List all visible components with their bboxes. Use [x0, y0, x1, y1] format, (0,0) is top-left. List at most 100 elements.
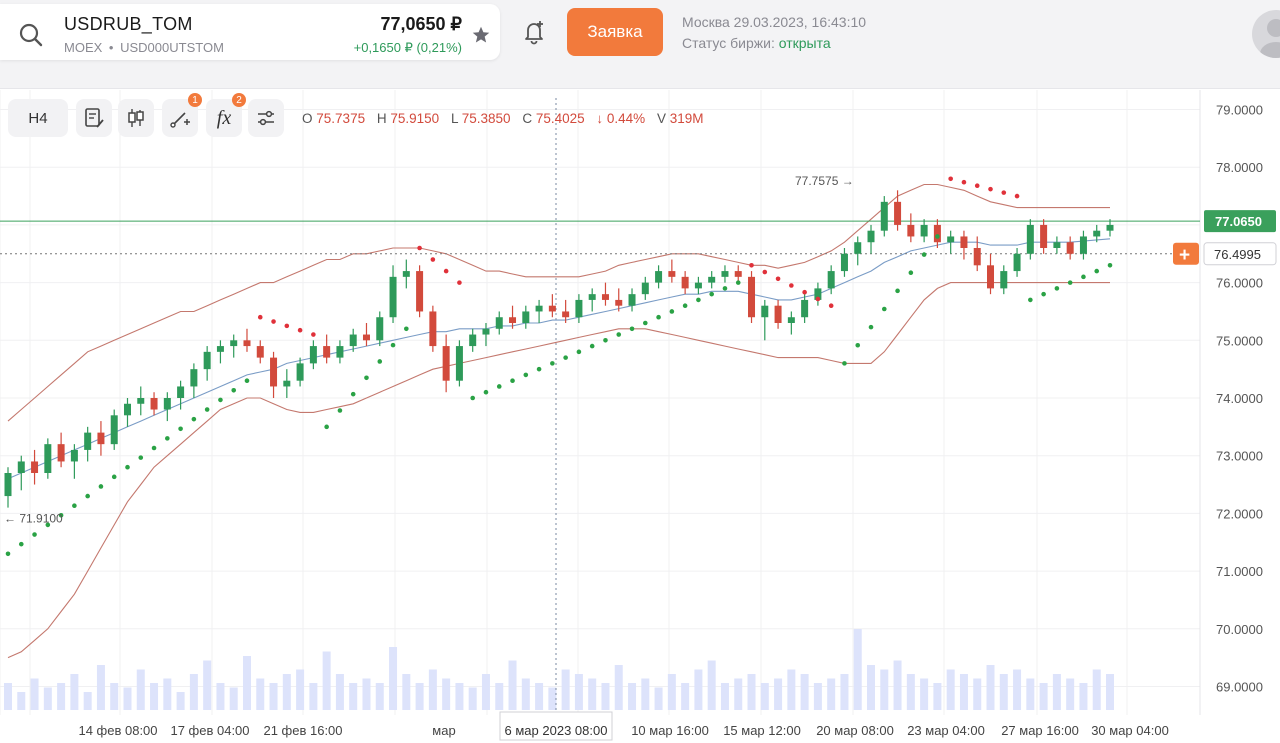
- candle-body-up: [1000, 271, 1008, 289]
- volume-bar: [774, 678, 783, 710]
- top-bar: USDRUB_TOM MOEX • USD000UTSTOM 77,0650 ₽…: [0, 0, 1280, 89]
- indicators-button[interactable]: fx 2: [206, 93, 246, 137]
- candle-body-up: [535, 305, 543, 312]
- psar-dot: [443, 268, 449, 274]
- volume-bar: [601, 683, 610, 710]
- candle-body-up: [920, 224, 928, 237]
- volume-bar: [946, 669, 955, 710]
- chart-notes-button[interactable]: [76, 99, 112, 137]
- avatar[interactable]: [1252, 10, 1280, 58]
- psar-dot: [483, 389, 489, 395]
- note-edit-icon: [85, 108, 104, 128]
- psar-dot: [470, 395, 475, 401]
- candle-body-up: [495, 317, 503, 329]
- psar-dot: [5, 551, 11, 557]
- psar-dot: [178, 426, 183, 432]
- volume-bar: [933, 683, 942, 710]
- psar-dot: [908, 270, 914, 276]
- psar-dot: [18, 541, 24, 547]
- candle-body-down: [894, 201, 902, 225]
- candle-body-down: [31, 461, 39, 473]
- volume-bar: [760, 683, 769, 710]
- volume-bar: [867, 665, 876, 710]
- volume-bar: [1052, 674, 1061, 710]
- volume-bar: [30, 678, 39, 710]
- psar-dot: [138, 455, 144, 460]
- psar-dot: [45, 522, 51, 528]
- candle-body-up: [814, 288, 822, 300]
- timeframe-button[interactable]: H4: [8, 99, 68, 137]
- psar-dot: [523, 372, 529, 378]
- candle-body-up: [123, 403, 131, 416]
- candle-body-up: [880, 201, 888, 231]
- volume-bar: [574, 674, 583, 710]
- crosshair-price-tag-label: 76.4995: [1214, 247, 1261, 262]
- psar-dot: [204, 407, 210, 412]
- market-status: Москва 29.03.2023, 16:43:10 Статус биржи…: [682, 12, 866, 54]
- candle-body-up: [402, 271, 410, 277]
- candle-body-down: [429, 311, 437, 347]
- ohlc-legend: O 75.7375 H 75.9150 L 75.3850 C 75.4025 …: [302, 111, 712, 126]
- candle-body-down: [973, 248, 981, 266]
- high-value: 75.9150: [390, 111, 440, 126]
- drawing-tools-button[interactable]: 1: [162, 93, 202, 137]
- candle-body-down: [960, 236, 968, 248]
- star-icon[interactable]: [470, 24, 492, 46]
- volume-bar: [641, 678, 650, 710]
- search-icon[interactable]: [18, 22, 44, 48]
- psar-dot: [32, 532, 37, 537]
- chart-type-button[interactable]: [118, 99, 154, 137]
- x-axis-tick-label: 17 фев 04:00: [170, 723, 249, 738]
- volume-bar: [853, 629, 862, 710]
- psar-dot: [1001, 190, 1007, 195]
- psar-dot: [536, 366, 542, 372]
- volume-bar: [906, 674, 915, 710]
- y-axis-tick-label: 78.0000: [1216, 160, 1263, 175]
- volume-bar: [707, 660, 716, 710]
- candle-body-up: [349, 334, 357, 347]
- volume-bar: [481, 674, 490, 710]
- candle-body-down: [150, 398, 158, 410]
- psar-dot: [815, 296, 821, 302]
- volume-bar: [282, 674, 291, 710]
- psar-dot: [656, 314, 661, 320]
- psar-dot: [935, 234, 940, 239]
- volume-bar: [402, 674, 411, 710]
- volume-bar: [893, 660, 902, 710]
- candle-body-up: [455, 346, 463, 381]
- candle-body-down: [323, 346, 331, 358]
- volume-value: 319M: [669, 111, 704, 126]
- bell-plus-icon[interactable]: [520, 18, 548, 46]
- volume-bar: [322, 651, 331, 710]
- chart-settings-button[interactable]: [248, 99, 284, 137]
- psar-dot: [881, 306, 887, 312]
- ticker-name: USDRUB_TOM: [64, 14, 193, 34]
- price-chart[interactable]: 79.000078.000077.000076.000075.000074.00…: [0, 90, 1280, 743]
- candle-body-up: [854, 242, 862, 254]
- candle-body-up: [110, 415, 118, 445]
- candle-body-up: [1053, 242, 1061, 248]
- change-percent: ↓ 0.44%: [596, 111, 646, 126]
- volume-bar: [588, 678, 597, 710]
- instrument-selector[interactable]: USDRUB_TOM MOEX • USD000UTSTOM 77,0650 ₽…: [0, 4, 500, 60]
- psar-dot: [789, 283, 794, 288]
- y-axis-tick-label: 75.0000: [1216, 333, 1263, 348]
- volume-bar: [415, 683, 424, 710]
- volume-bar: [959, 674, 968, 710]
- candle-body-up: [296, 363, 304, 381]
- volume-bar: [83, 692, 92, 710]
- psar-dot: [696, 297, 701, 303]
- sliders-icon: [258, 110, 274, 126]
- psar-dot: [337, 408, 343, 413]
- candle-body-up: [721, 271, 729, 277]
- add-order-button[interactable]: [1173, 242, 1199, 265]
- psar-dot: [842, 361, 847, 366]
- order-button[interactable]: Заявка: [567, 8, 663, 56]
- exchange-status-label: Статус биржи:: [682, 35, 775, 51]
- psar-dot: [58, 513, 64, 518]
- volume-bar: [535, 683, 544, 710]
- psar-dot: [1041, 291, 1046, 297]
- volume-bar: [1079, 683, 1088, 710]
- psar-dot: [284, 323, 290, 329]
- candle-body-down: [615, 299, 623, 306]
